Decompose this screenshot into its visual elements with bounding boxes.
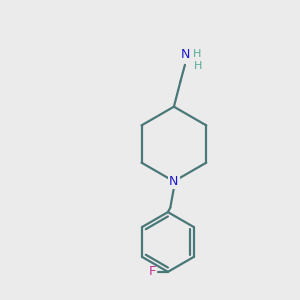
Text: N: N: [180, 48, 190, 61]
Text: H: H: [193, 49, 202, 58]
Text: F: F: [148, 265, 156, 278]
Text: H: H: [194, 61, 202, 71]
Text: N: N: [169, 175, 178, 188]
